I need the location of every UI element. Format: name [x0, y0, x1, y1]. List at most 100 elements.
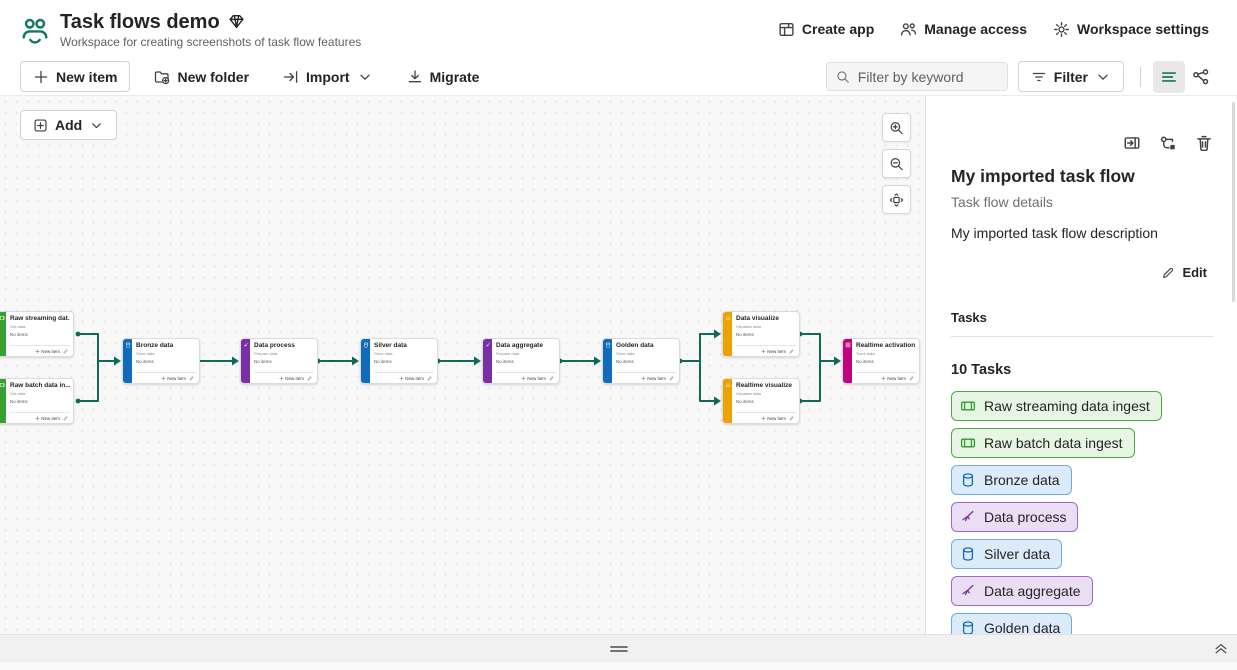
expand-panel-button[interactable] [1210, 638, 1232, 660]
view-lineage-button[interactable] [1159, 134, 1177, 152]
tasks-section-heading: Tasks [951, 310, 987, 325]
node-new-item-button[interactable]: New item [761, 416, 786, 421]
task-chip[interactable]: Raw batch data ingest [951, 428, 1135, 458]
lineage-view-toggle[interactable] [1185, 61, 1217, 93]
panel-scrollbar[interactable] [1232, 102, 1235, 302]
task-node-footer: New item [496, 372, 556, 383]
node-new-item-button[interactable]: New item [521, 376, 546, 381]
task-chip[interactable]: Silver data [951, 539, 1063, 569]
add-task-button[interactable]: Add [20, 110, 118, 140]
filter-button[interactable]: Filter [1017, 61, 1124, 92]
import-button[interactable]: Import [273, 61, 383, 92]
task-node-realtime-activation[interactable]: Realtime activation Track data No items New… [842, 338, 920, 384]
database-icon [125, 342, 131, 348]
task-node-data-aggregate[interactable]: Data aggregate Prepare data No items New it… [482, 338, 560, 384]
new-folder-button[interactable]: New folder [144, 61, 259, 92]
search-input[interactable] [855, 67, 998, 86]
task-chip[interactable]: Data process [951, 502, 1079, 532]
migrate-button[interactable]: Migrate [397, 61, 490, 92]
task-flow-description: My imported task flow description [951, 225, 1158, 241]
task-chip[interactable]: Data aggregate [951, 576, 1093, 606]
link-icon[interactable] [63, 349, 68, 354]
task-node-raw-streaming[interactable]: Raw streaming dat... Get data No items New … [0, 311, 74, 357]
chart-icon [725, 382, 731, 388]
add-square-icon [33, 118, 48, 133]
task-node-bronze-data[interactable]: Bronze data Store data No items New item [122, 338, 200, 384]
task-node-data-visualize[interactable]: Data visualize Visualize data No items New … [722, 311, 800, 357]
fit-to-screen-button[interactable] [882, 185, 911, 214]
task-node-body: Data aggregate Prepare data No items New it… [492, 339, 559, 383]
task-node-realtime-visualize[interactable]: Realtime visualize Visualize data No items… [722, 378, 800, 424]
task-node-subtitle: Prepare data [254, 351, 278, 356]
zoom-out-icon [889, 156, 904, 172]
node-new-item-button[interactable]: New item [161, 376, 186, 381]
workspace-settings-button[interactable]: Workspace settings [1045, 15, 1217, 44]
link-icon[interactable] [669, 376, 674, 381]
task-chip-label: Raw batch data ingest [984, 435, 1123, 451]
task-node-subtitle: Store data [374, 351, 393, 356]
lineage-view-icon [1192, 68, 1210, 86]
people-icon [900, 21, 917, 38]
link-icon[interactable] [189, 376, 194, 381]
task-chip[interactable]: Bronze data [951, 465, 1072, 495]
task-node-body: Raw batch data in... Get data No items New … [6, 379, 73, 423]
node-new-item-button[interactable]: New item [761, 349, 786, 354]
drag-handle-icon[interactable] [609, 642, 629, 656]
link-icon[interactable] [549, 376, 554, 381]
node-new-item-button[interactable]: New item [35, 349, 60, 354]
task-node-items: No items [616, 359, 634, 364]
database-icon [605, 342, 611, 348]
task-chip-label: Raw streaming data ingest [984, 398, 1150, 414]
main-area: Raw streaming dat... Get data No items New … [0, 96, 1237, 634]
task-node-subtitle: Get data [10, 324, 26, 329]
ingest-icon [960, 398, 976, 414]
open-in-pane-button[interactable] [1123, 134, 1141, 152]
task-node-items: No items [736, 399, 754, 404]
link-icon[interactable] [63, 416, 68, 421]
task-node-color-bar [0, 379, 6, 423]
task-flow-canvas[interactable]: Raw streaming dat... Get data No items New … [0, 96, 925, 634]
task-node-title: Raw streaming dat... [10, 315, 70, 322]
manage-access-button[interactable]: Manage access [892, 15, 1035, 44]
task-node-body: Realtime visualize Visualize data No items… [732, 379, 799, 423]
node-new-item-button[interactable]: New item [399, 376, 424, 381]
edit-button[interactable]: Edit [1155, 261, 1213, 284]
plus-icon [761, 416, 766, 421]
link-icon[interactable] [789, 349, 794, 354]
link-icon[interactable] [427, 376, 432, 381]
ingest-icon [0, 315, 5, 321]
open-pane-icon [1123, 134, 1141, 152]
task-chip[interactable]: Raw streaming data ingest [951, 391, 1162, 421]
link-icon[interactable] [789, 416, 794, 421]
zoom-out-button[interactable] [882, 149, 911, 178]
task-node-footer: New item [374, 372, 434, 383]
task-node-items: No items [496, 359, 514, 364]
task-node-silver-data[interactable]: Silver data Store data No items New item [360, 338, 438, 384]
node-new-item-button[interactable]: New item [35, 416, 60, 421]
new-item-button[interactable]: New item [20, 61, 131, 92]
delete-task-flow-button[interactable] [1195, 134, 1213, 152]
link-icon[interactable] [909, 376, 914, 381]
task-node-title: Data visualize [736, 315, 779, 322]
task-node-data-process[interactable]: Data process Prepare data No items New item [240, 338, 318, 384]
task-node-subtitle: Store data [136, 351, 155, 356]
canvas-zoom-controls [882, 113, 911, 214]
plus-icon [641, 376, 646, 381]
node-new-item-button[interactable]: New item [881, 376, 906, 381]
task-node-raw-batch[interactable]: Raw batch data in... Get data No items New … [0, 378, 74, 424]
gear-icon [1053, 21, 1070, 38]
zoom-in-button[interactable] [882, 113, 911, 142]
link-icon[interactable] [307, 376, 312, 381]
list-view-toggle[interactable] [1153, 60, 1185, 93]
create-app-button[interactable]: Create app [770, 15, 882, 44]
task-node-body: Data visualize Visualize data No items New … [732, 312, 799, 356]
filter-keyword-searchbox[interactable] [825, 62, 1008, 91]
plus-icon [35, 416, 40, 421]
plus-icon [279, 376, 284, 381]
node-new-item-button[interactable]: New item [279, 376, 304, 381]
task-flow-details-panel: My imported task flow Task flow details … [925, 96, 1237, 634]
task-chip[interactable]: Golden data [951, 613, 1073, 634]
node-new-item-button[interactable]: New item [641, 376, 666, 381]
task-node-golden-data[interactable]: Golden data Store data No items New item [602, 338, 680, 384]
database-icon [960, 546, 976, 562]
